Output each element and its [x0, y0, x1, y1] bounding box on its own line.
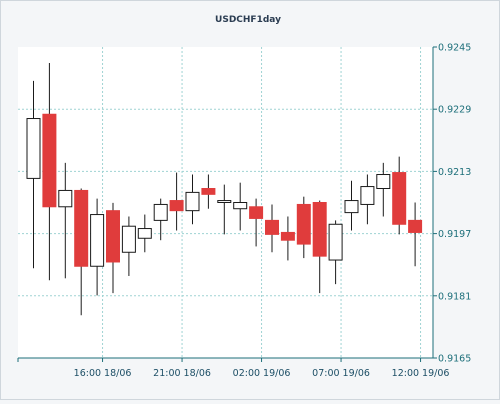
candle — [58, 162, 73, 279]
candle — [121, 216, 136, 276]
candle — [312, 200, 327, 294]
candles — [26, 62, 423, 316]
candle-body-bullish — [90, 214, 105, 267]
x-tick-label: 02:00 19/06 — [233, 368, 291, 379]
x-tick-label: 12:00 19/06 — [392, 368, 450, 379]
candle-body-bullish — [153, 203, 168, 221]
chart-title: USDCHF1day — [215, 15, 281, 25]
candle-body-bullish — [360, 186, 375, 205]
y-tick-label: 0.9197 — [438, 229, 471, 240]
candle — [376, 162, 391, 217]
candle — [201, 174, 216, 209]
candle — [42, 62, 57, 281]
axes: 0.9165 0.9181 0.9197 0.9213 0.9229 0.9245 16:0… — [17, 43, 471, 379]
candle — [408, 202, 423, 267]
x-tick-label: 21:00 18/06 — [153, 368, 211, 379]
candle-body-bearish — [169, 200, 184, 212]
candle — [90, 198, 105, 296]
candle-body-bullish — [58, 189, 73, 208]
candle-body-bullish — [376, 174, 391, 190]
candle-body-bearish — [42, 113, 57, 208]
candle-body-bearish — [74, 189, 89, 267]
candle — [344, 180, 359, 231]
candle-body-bullish — [137, 228, 152, 239]
candle — [249, 198, 264, 247]
candle-body-bullish — [344, 200, 359, 214]
candle-body-bearish — [408, 219, 423, 233]
y-tick-label: 0.9181 — [438, 291, 471, 302]
candle-body-bearish — [312, 202, 327, 257]
candle-body-bearish — [280, 231, 295, 241]
candle — [106, 202, 120, 294]
candle-body-bullish — [217, 200, 232, 203]
candle — [360, 174, 375, 225]
y-tick-label: 0.9165 — [438, 354, 471, 365]
candle-body-bearish — [296, 203, 311, 245]
candle-body-bearish — [265, 219, 279, 235]
candle-body-bullish — [121, 225, 136, 253]
candle — [328, 220, 343, 285]
candle — [26, 80, 41, 269]
candle-body-bearish — [106, 210, 120, 263]
y-tick-label: 0.9245 — [438, 43, 471, 54]
candle-body-bearish — [201, 188, 216, 195]
candle — [153, 198, 168, 241]
candle — [280, 216, 295, 261]
x-tick-label: 16:00 18/06 — [74, 368, 132, 379]
candle-body-bearish — [249, 206, 264, 219]
candle-body-bullish — [26, 118, 41, 179]
x-tick-label: 07:00 19/06 — [312, 368, 370, 379]
candle — [296, 196, 311, 259]
candle-body-bearish — [392, 172, 407, 225]
candle — [169, 172, 184, 231]
candle-body-bullish — [185, 191, 200, 212]
candle-body-bullish — [233, 202, 248, 210]
candle — [137, 214, 152, 253]
candle — [265, 204, 279, 253]
candle — [185, 174, 200, 225]
candle — [233, 182, 248, 231]
candle — [74, 188, 89, 316]
y-tick-label: 0.9229 — [438, 105, 471, 116]
candle — [217, 184, 232, 235]
candle — [392, 156, 407, 235]
y-tick-label: 0.9213 — [438, 167, 471, 178]
candle-body-bullish — [328, 223, 343, 261]
